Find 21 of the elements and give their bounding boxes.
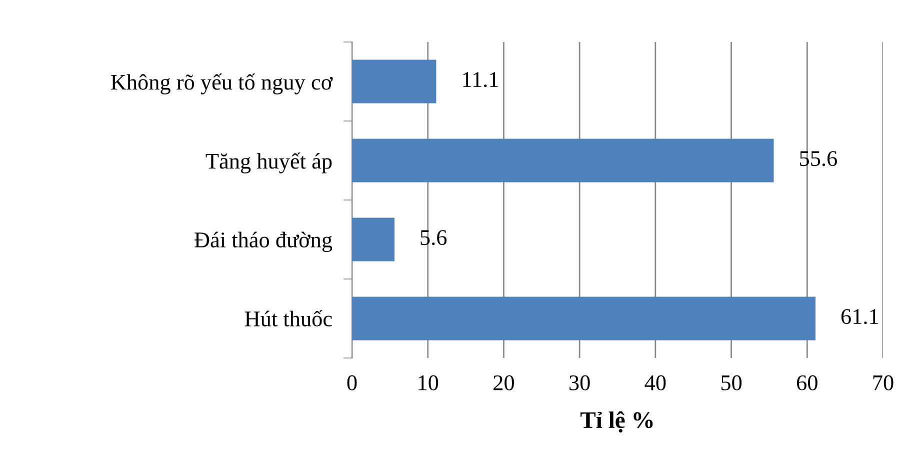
bar	[352, 218, 394, 262]
bar	[352, 60, 436, 104]
x-tick-label: 50	[721, 375, 742, 390]
x-tick-label: 10	[418, 375, 438, 390]
x-tick-label: 30	[570, 375, 590, 390]
bar	[352, 296, 816, 340]
data-label: 55.6	[800, 151, 837, 166]
x-tick-label: 70	[873, 375, 894, 390]
x-tick-label: 60	[796, 375, 818, 390]
data-label: 11.1	[463, 72, 498, 88]
x-axis-title: Tỉ lệ %	[580, 411, 653, 433]
y-tick-label: Tăng huyết áp	[206, 152, 332, 174]
data-label: 5.6	[420, 230, 447, 246]
y-tick-label: Hút thuốc	[244, 310, 332, 326]
x-tick-label: 40	[644, 375, 666, 390]
x-tick-label: 20	[494, 375, 514, 390]
data-label: 61.1	[841, 309, 878, 324]
y-tick-label: Đái tháo đường	[194, 232, 332, 252]
y-tick-label: Không rõ yếu tố nguy cơ	[110, 73, 333, 94]
x-tick-label: 0	[347, 375, 357, 390]
bar	[352, 138, 774, 182]
